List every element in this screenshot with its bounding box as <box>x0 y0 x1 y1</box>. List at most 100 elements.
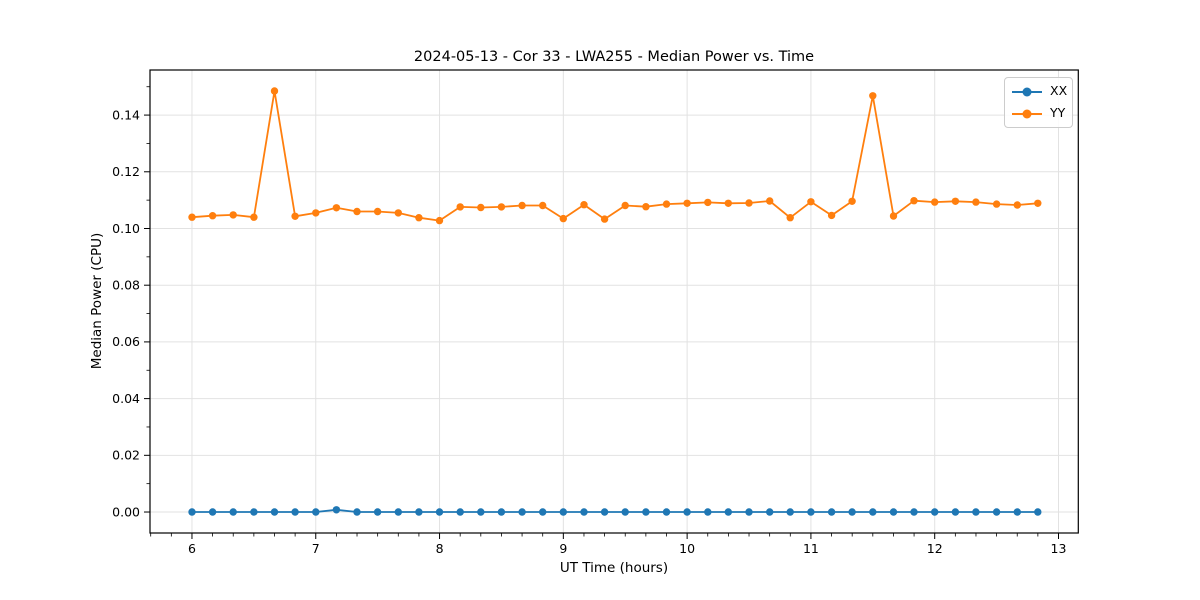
data-point-xx <box>353 508 361 516</box>
data-point-yy <box>394 209 402 217</box>
data-point-xx <box>704 508 712 516</box>
data-point-xx <box>889 508 898 516</box>
y-tick-label: 0.14 <box>112 107 140 122</box>
x-tick-label: 10 <box>679 541 695 556</box>
data-point-yy <box>786 214 794 222</box>
x-tick-label: 6 <box>188 541 196 556</box>
data-point-yy <box>1034 199 1042 207</box>
data-point-xx <box>477 508 485 516</box>
legend: XX YY <box>1004 77 1073 128</box>
data-point-yy <box>539 201 547 210</box>
data-point-xx <box>373 508 382 516</box>
legend-dot-icon <box>1022 87 1032 96</box>
data-point-xx <box>992 508 1001 516</box>
data-point-xx <box>559 508 567 516</box>
data-point-xx <box>827 508 836 516</box>
data-point-yy <box>807 198 815 206</box>
data-point-yy <box>291 212 299 220</box>
data-point-xx <box>394 508 402 516</box>
data-point-yy <box>827 211 836 220</box>
data-point-yy <box>270 87 279 95</box>
legend-dot-icon <box>1022 109 1032 118</box>
data-point-yy <box>621 201 629 210</box>
data-point-xx <box>786 508 794 516</box>
data-point-yy <box>848 197 856 205</box>
data-point-xx <box>415 508 423 516</box>
data-point-yy <box>662 200 671 208</box>
data-point-yy <box>518 201 526 210</box>
data-point-yy <box>642 203 650 211</box>
data-point-yy <box>373 207 382 216</box>
plot-frame <box>149 69 1079 534</box>
data-point-xx <box>951 508 960 516</box>
data-point-xx <box>539 508 547 516</box>
data-point-xx <box>662 508 671 516</box>
data-point-yy <box>580 201 588 209</box>
data-point-yy <box>208 212 217 220</box>
data-point-yy <box>312 209 320 217</box>
y-tick-label: 0.10 <box>112 221 140 236</box>
data-point-xx <box>250 508 258 516</box>
data-point-yy <box>497 203 506 211</box>
data-point-yy <box>951 197 960 205</box>
data-point-yy <box>889 212 898 220</box>
data-point-yy <box>869 92 877 100</box>
data-point-yy <box>745 199 753 207</box>
data-point-yy <box>910 197 918 205</box>
data-point-yy <box>972 198 980 206</box>
data-point-xx <box>208 508 217 516</box>
data-point-xx <box>807 508 815 516</box>
data-point-yy <box>931 198 939 206</box>
data-point-yy <box>683 199 691 207</box>
data-point-xx <box>600 508 609 516</box>
x-tick-label: 9 <box>559 541 567 556</box>
x-tick-label: 12 <box>927 541 943 556</box>
data-point-xx <box>683 508 691 516</box>
data-point-xx <box>291 508 299 516</box>
chart-title: 2024-05-13 - Cor 33 - LWA255 - Median Po… <box>413 49 815 65</box>
x-tick-label: 11 <box>803 541 819 556</box>
data-point-xx <box>332 506 341 514</box>
data-point-yy <box>992 200 1001 208</box>
data-point-yy <box>332 204 341 212</box>
legend-entry-xx: XX <box>1012 83 1067 100</box>
data-point-xx <box>188 508 196 516</box>
data-point-xx <box>580 508 588 516</box>
x-axis-label: UT Time (hours) <box>559 560 669 576</box>
data-point-xx <box>518 508 526 516</box>
y-tick-label: 0.06 <box>112 334 140 349</box>
data-point-xx <box>910 508 918 516</box>
data-point-yy <box>600 215 609 223</box>
data-point-xx <box>766 508 774 516</box>
legend-line-marker-icon <box>1012 87 1042 96</box>
legend-entry-yy: YY <box>1012 105 1066 122</box>
y-tick-label: 0.12 <box>112 164 140 179</box>
x-tick-label: 7 <box>312 541 320 556</box>
y-tick-label: 0.04 <box>112 391 140 406</box>
legend-label: YY <box>1050 105 1066 121</box>
data-point-xx <box>270 508 279 516</box>
data-point-xx <box>745 508 753 516</box>
data-point-yy <box>766 197 774 205</box>
data-point-xx <box>1013 508 1021 516</box>
data-point-xx <box>229 508 237 516</box>
data-point-xx <box>1034 508 1042 516</box>
data-point-xx <box>312 508 320 516</box>
y-axis-label: Median Power (CPU) <box>89 232 105 370</box>
data-point-xx <box>931 508 939 516</box>
data-point-xx <box>621 508 629 516</box>
x-tick-label: 8 <box>436 541 444 556</box>
data-point-yy <box>704 198 712 207</box>
data-point-yy <box>724 199 732 207</box>
legend-line-marker-icon <box>1012 109 1042 118</box>
data-point-yy <box>250 213 258 221</box>
y-tick-label: 0.00 <box>112 504 140 519</box>
data-point-yy <box>415 214 423 222</box>
data-point-yy <box>188 213 196 221</box>
data-point-xx <box>456 508 464 516</box>
data-point-yy <box>559 214 567 223</box>
data-point-xx <box>435 508 444 516</box>
data-point-yy <box>477 203 485 212</box>
data-point-xx <box>497 508 506 516</box>
